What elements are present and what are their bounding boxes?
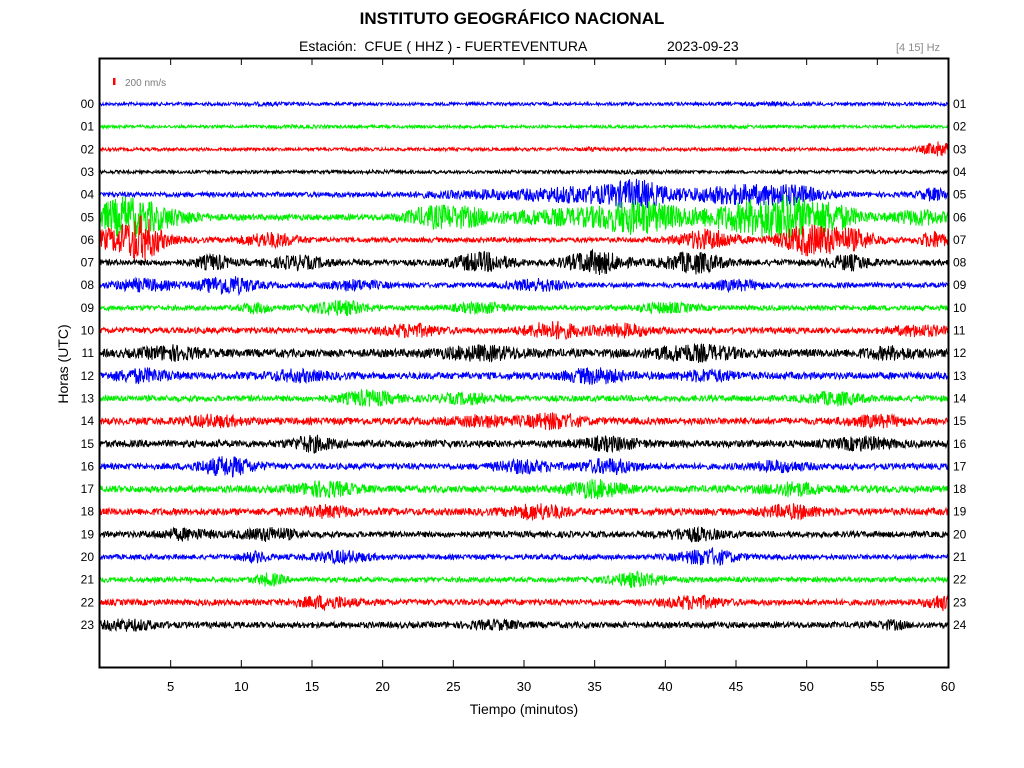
trace-hour-18	[99, 503, 949, 521]
hour-label-right: 04	[953, 165, 967, 179]
traces-layer	[99, 100, 949, 632]
chart-title: INSTITUTO GEOGRÁFICO NACIONAL	[359, 9, 665, 28]
trace-hour-05	[99, 194, 949, 240]
x-tick-label: 60	[941, 679, 955, 694]
x-tick-label: 50	[799, 679, 813, 694]
hour-label-right: 23	[953, 595, 967, 609]
hour-label-left: 18	[81, 505, 95, 519]
x-tick-label: 45	[729, 679, 743, 694]
hour-label-right: 21	[953, 550, 967, 564]
scale-label: 200 nm/s	[125, 78, 166, 89]
hour-label-right: 13	[953, 369, 967, 383]
x-tick-label: 35	[587, 679, 601, 694]
hour-label-left: 12	[81, 369, 95, 383]
hour-label-right: 15	[953, 414, 967, 428]
station-label: Estación: CFUE ( HHZ ) - FUERTEVENTURA	[299, 38, 588, 54]
hour-label-right: 14	[953, 391, 967, 405]
hour-label-left: 17	[81, 482, 95, 496]
x-tick-label: 55	[870, 679, 884, 694]
hour-label-right: 09	[953, 278, 967, 292]
trace-hour-19	[99, 526, 949, 543]
hour-label-right: 06	[953, 210, 967, 224]
hour-label-right: 16	[953, 437, 967, 451]
trace-hour-02	[99, 141, 949, 157]
hour-label-right: 24	[953, 618, 967, 632]
hour-label-right: 03	[953, 142, 967, 156]
trace-hour-14	[99, 412, 949, 431]
x-tick-label: 20	[375, 679, 389, 694]
trace-hour-08	[99, 276, 949, 297]
trace-hour-23	[99, 617, 949, 632]
trace-hour-22	[99, 594, 949, 612]
hour-label-left: 06	[81, 233, 95, 247]
x-tick-label: 40	[658, 679, 672, 694]
hour-label-right: 17	[953, 459, 967, 473]
hour-label-left: 21	[81, 573, 95, 587]
hour-label-left: 01	[81, 120, 95, 134]
x-tick-label: 5	[167, 679, 174, 694]
trace-hour-06	[99, 215, 949, 263]
y-axis-label: Horas (UTC)	[55, 324, 71, 403]
hour-label-right: 05	[953, 188, 967, 202]
hour-label-right: 20	[953, 527, 967, 541]
hour-label-right: 19	[953, 505, 967, 519]
trace-hour-09	[99, 299, 949, 316]
hour-label-left: 02	[81, 142, 95, 156]
trace-hour-17	[99, 478, 949, 500]
hour-label-left: 07	[81, 256, 95, 270]
hour-label-left: 22	[81, 595, 95, 609]
hour-label-right: 22	[953, 573, 967, 587]
hour-label-right: 02	[953, 120, 967, 134]
hour-label-left: 05	[81, 210, 95, 224]
hour-label-left: 20	[81, 550, 95, 564]
hour-label-right: 08	[953, 256, 967, 270]
hour-label-right: 10	[953, 301, 967, 315]
hour-label-left: 19	[81, 527, 95, 541]
trace-hour-13	[99, 388, 949, 408]
hour-label-right: 11	[953, 324, 966, 338]
x-ticks: 5 10 15 20 25 30 35 40 45 50 55 60	[167, 58, 955, 694]
hour-label-right: 07	[953, 233, 967, 247]
hour-label-left: 16	[81, 459, 95, 473]
scale-bar	[113, 78, 116, 85]
hour-label-left: 11	[82, 346, 95, 360]
trace-hour-01	[99, 122, 949, 131]
hour-label-right: 18	[953, 482, 967, 496]
trace-hour-07	[99, 248, 949, 276]
trace-hour-03	[99, 168, 949, 176]
x-tick-label: 10	[234, 679, 248, 694]
hour-labels: 00 01 01 02 02 03 03 04 04 05 05 06 06 07 07 08 08 09 09 10…	[81, 97, 967, 632]
x-tick-label: 30	[517, 679, 531, 694]
hour-label-left: 09	[81, 301, 95, 315]
x-axis-label: Tiempo (minutos)	[470, 701, 578, 717]
filter-band-label: [4 15] Hz	[896, 42, 941, 54]
trace-hour-11	[99, 343, 949, 363]
trace-hour-10	[99, 320, 949, 340]
hour-label-left: 04	[81, 188, 95, 202]
trace-hour-20	[99, 546, 949, 566]
hour-label-left: 08	[81, 278, 95, 292]
x-tick-label: 15	[305, 679, 319, 694]
hour-label-right: 12	[953, 346, 967, 360]
trace-hour-12	[99, 367, 949, 385]
hour-label-left: 14	[81, 414, 95, 428]
trace-hour-04	[99, 178, 949, 210]
trace-hour-00	[99, 100, 949, 108]
date-label: 2023-09-23	[667, 38, 739, 54]
hour-label-left: 15	[81, 437, 95, 451]
hour-label-right: 01	[953, 97, 967, 111]
trace-hour-16	[99, 456, 949, 478]
trace-hour-21	[99, 570, 949, 588]
hour-label-left: 13	[81, 391, 95, 405]
hour-label-left: 23	[81, 618, 95, 632]
hour-label-left: 10	[81, 324, 95, 338]
hour-label-left: 00	[81, 97, 95, 111]
trace-hour-15	[99, 434, 949, 454]
hour-label-left: 03	[81, 165, 95, 179]
x-tick-label: 25	[446, 679, 460, 694]
